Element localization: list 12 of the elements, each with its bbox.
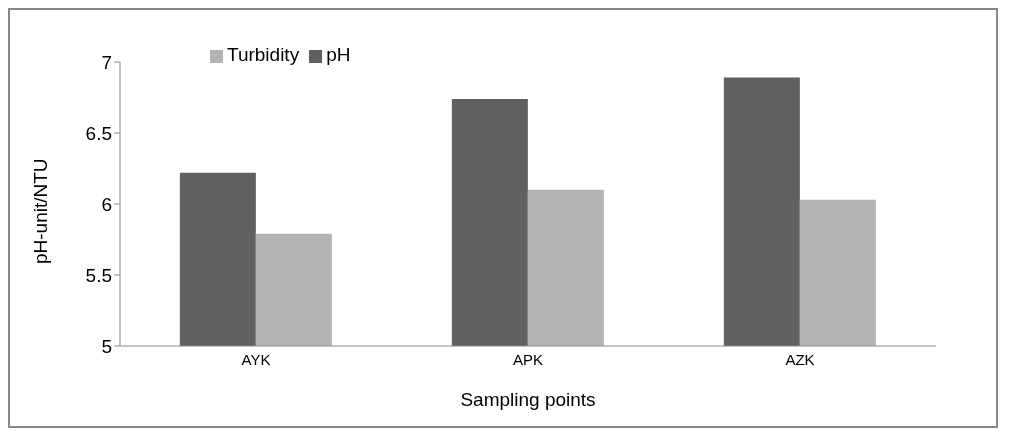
y-tick-label: 5	[101, 335, 112, 357]
x-tick-label: APK	[512, 350, 544, 368]
x-tick-label: AYK	[241, 350, 271, 368]
y-tick-label: 5.5	[85, 264, 112, 286]
y-tick-label: 6.5	[85, 122, 112, 144]
legend-label: pH	[326, 44, 351, 65]
y-tick-label: 7	[101, 51, 112, 73]
x-tick-label: AZK	[785, 350, 815, 368]
legend-label: Turbidity	[227, 44, 300, 65]
y-axis-title: pH-unit/NTU	[29, 158, 51, 264]
y-tick-label: 6	[101, 193, 112, 215]
x-axis-title: Sampling points	[460, 389, 596, 410]
